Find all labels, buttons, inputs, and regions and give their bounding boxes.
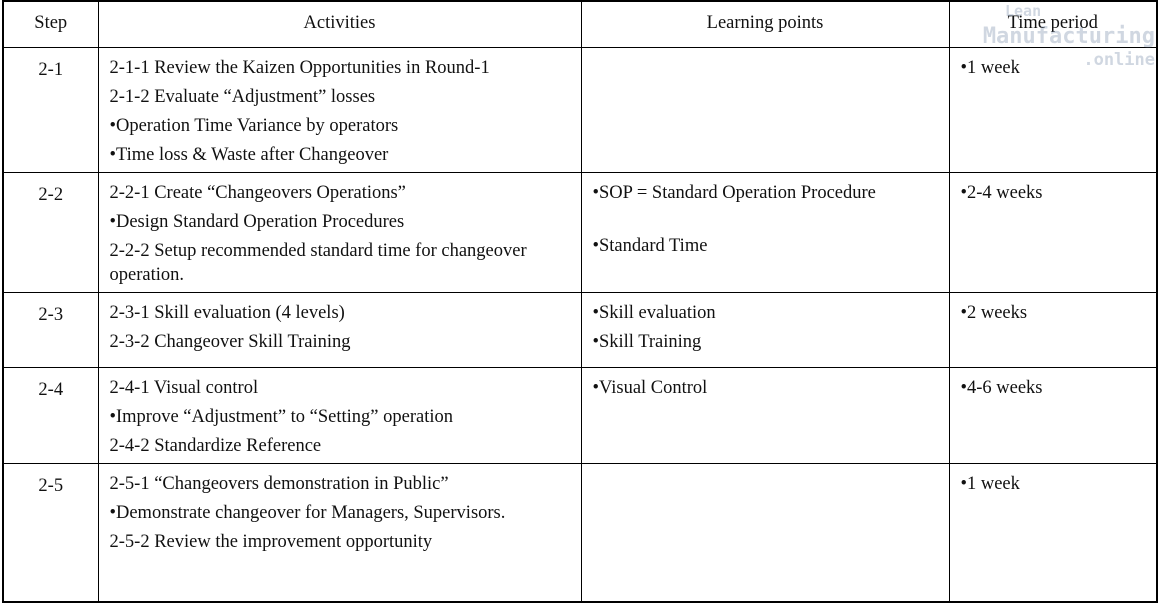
learning-cell xyxy=(580,47,950,173)
activities-line: •Time loss & Waste after Changeover xyxy=(109,145,389,165)
activities-line: •Design Standard Operation Procedures xyxy=(109,212,405,232)
activities-line: 2-3-2 Changeover Skill Training xyxy=(109,332,351,352)
time-cell: •2-4 weeks xyxy=(948,172,1158,293)
activities-line: •Operation Time Variance by operators xyxy=(109,116,399,136)
time-line: •2-4 weeks xyxy=(960,183,1043,203)
time-line: •1 week xyxy=(960,58,1020,78)
table-row: 2-5 2-5-1 “Changeovers demonstration in P… xyxy=(2,463,1158,602)
header-cell: Learning points xyxy=(580,0,950,48)
learning-line: •Skill evaluation xyxy=(592,303,716,323)
step-cell: 2-2 xyxy=(2,172,99,293)
activities-cell: 2-3-1 Skill evaluation (4 levels) 2-3-2 C… xyxy=(97,292,582,368)
learning-cell: •SOP = Standard Operation Procedure •Stan… xyxy=(580,172,950,293)
activities-line: 2-2-2 Setup recommended standard time fo… xyxy=(109,241,527,285)
activities-line: 2-1-1 Review the Kaizen Opportunities in… xyxy=(109,58,490,78)
time-cell: •1 week xyxy=(948,47,1158,173)
activities-cell: 2-2-1 Create “Changeovers Operations” •De… xyxy=(97,172,582,293)
activities-line: 2-2-1 Create “Changeovers Operations” xyxy=(109,183,406,203)
activities-line: 2-4-1 Visual control xyxy=(109,378,259,398)
step-cell: 2-5 xyxy=(2,463,99,602)
header-cell: Activities xyxy=(97,0,582,48)
step-cell: 2-3 xyxy=(2,292,99,368)
time-line: •4-6 weeks xyxy=(960,378,1043,398)
activities-line: •Improve “Adjustment” to “Setting” opera… xyxy=(109,407,454,427)
time-line: •2 weeks xyxy=(960,303,1028,323)
activities-cell: 2-5-1 “Changeovers demonstration in Publ… xyxy=(97,463,582,602)
activities-line: 2-3-1 Skill evaluation (4 levels) xyxy=(109,303,345,323)
header-row: Step Activities Learning points Time per… xyxy=(2,0,1158,48)
learning-line: •SOP = Standard Operation Procedure xyxy=(592,183,876,203)
step-cell: 2-4 xyxy=(2,367,99,464)
time-cell: •2 weeks xyxy=(948,292,1158,368)
step-cell: 2-1 xyxy=(2,47,99,173)
table-row: 2-4 2-4-1 Visual control •Improve “Adjustm… xyxy=(2,367,1158,464)
header-cell: Time period xyxy=(948,0,1158,48)
learning-cell: •Visual Control xyxy=(580,367,950,464)
activities-line: 2-1-2 Evaluate “Adjustment” losses xyxy=(109,87,376,107)
learning-cell xyxy=(580,463,950,602)
header-cell: Step xyxy=(2,0,99,48)
activities-line: 2-5-1 “Changeovers demonstration in Publ… xyxy=(109,474,449,494)
activities-line: 2-5-2 Review the improvement opportunity xyxy=(109,532,433,552)
time-line: •1 week xyxy=(960,474,1020,494)
activities-cell: 2-1-1 Review the Kaizen Opportunities in… xyxy=(97,47,582,173)
time-cell: •1 week xyxy=(948,463,1158,602)
learning-line: •Visual Control xyxy=(592,378,708,398)
learning-cell: •Skill evaluation •Skill Training xyxy=(580,292,950,368)
activities-line: 2-4-2 Standardize Reference xyxy=(109,436,322,456)
table-row: 2-3 2-3-1 Skill evaluation (4 levels) 2-3-… xyxy=(2,292,1158,368)
activities-line: •Demonstrate changeover for Managers, Su… xyxy=(109,503,506,523)
table-row: 2-2 2-2-1 Create “Changeovers Operations”… xyxy=(2,172,1158,293)
time-cell: •4-6 weeks xyxy=(948,367,1158,464)
activities-cell: 2-4-1 Visual control •Improve “Adjustment… xyxy=(97,367,582,464)
learning-line: •Standard Time xyxy=(592,236,708,256)
learning-line: •Skill Training xyxy=(592,332,702,352)
table-row: 2-1 2-1-1 Review the Kaizen Opportunities… xyxy=(2,47,1158,173)
